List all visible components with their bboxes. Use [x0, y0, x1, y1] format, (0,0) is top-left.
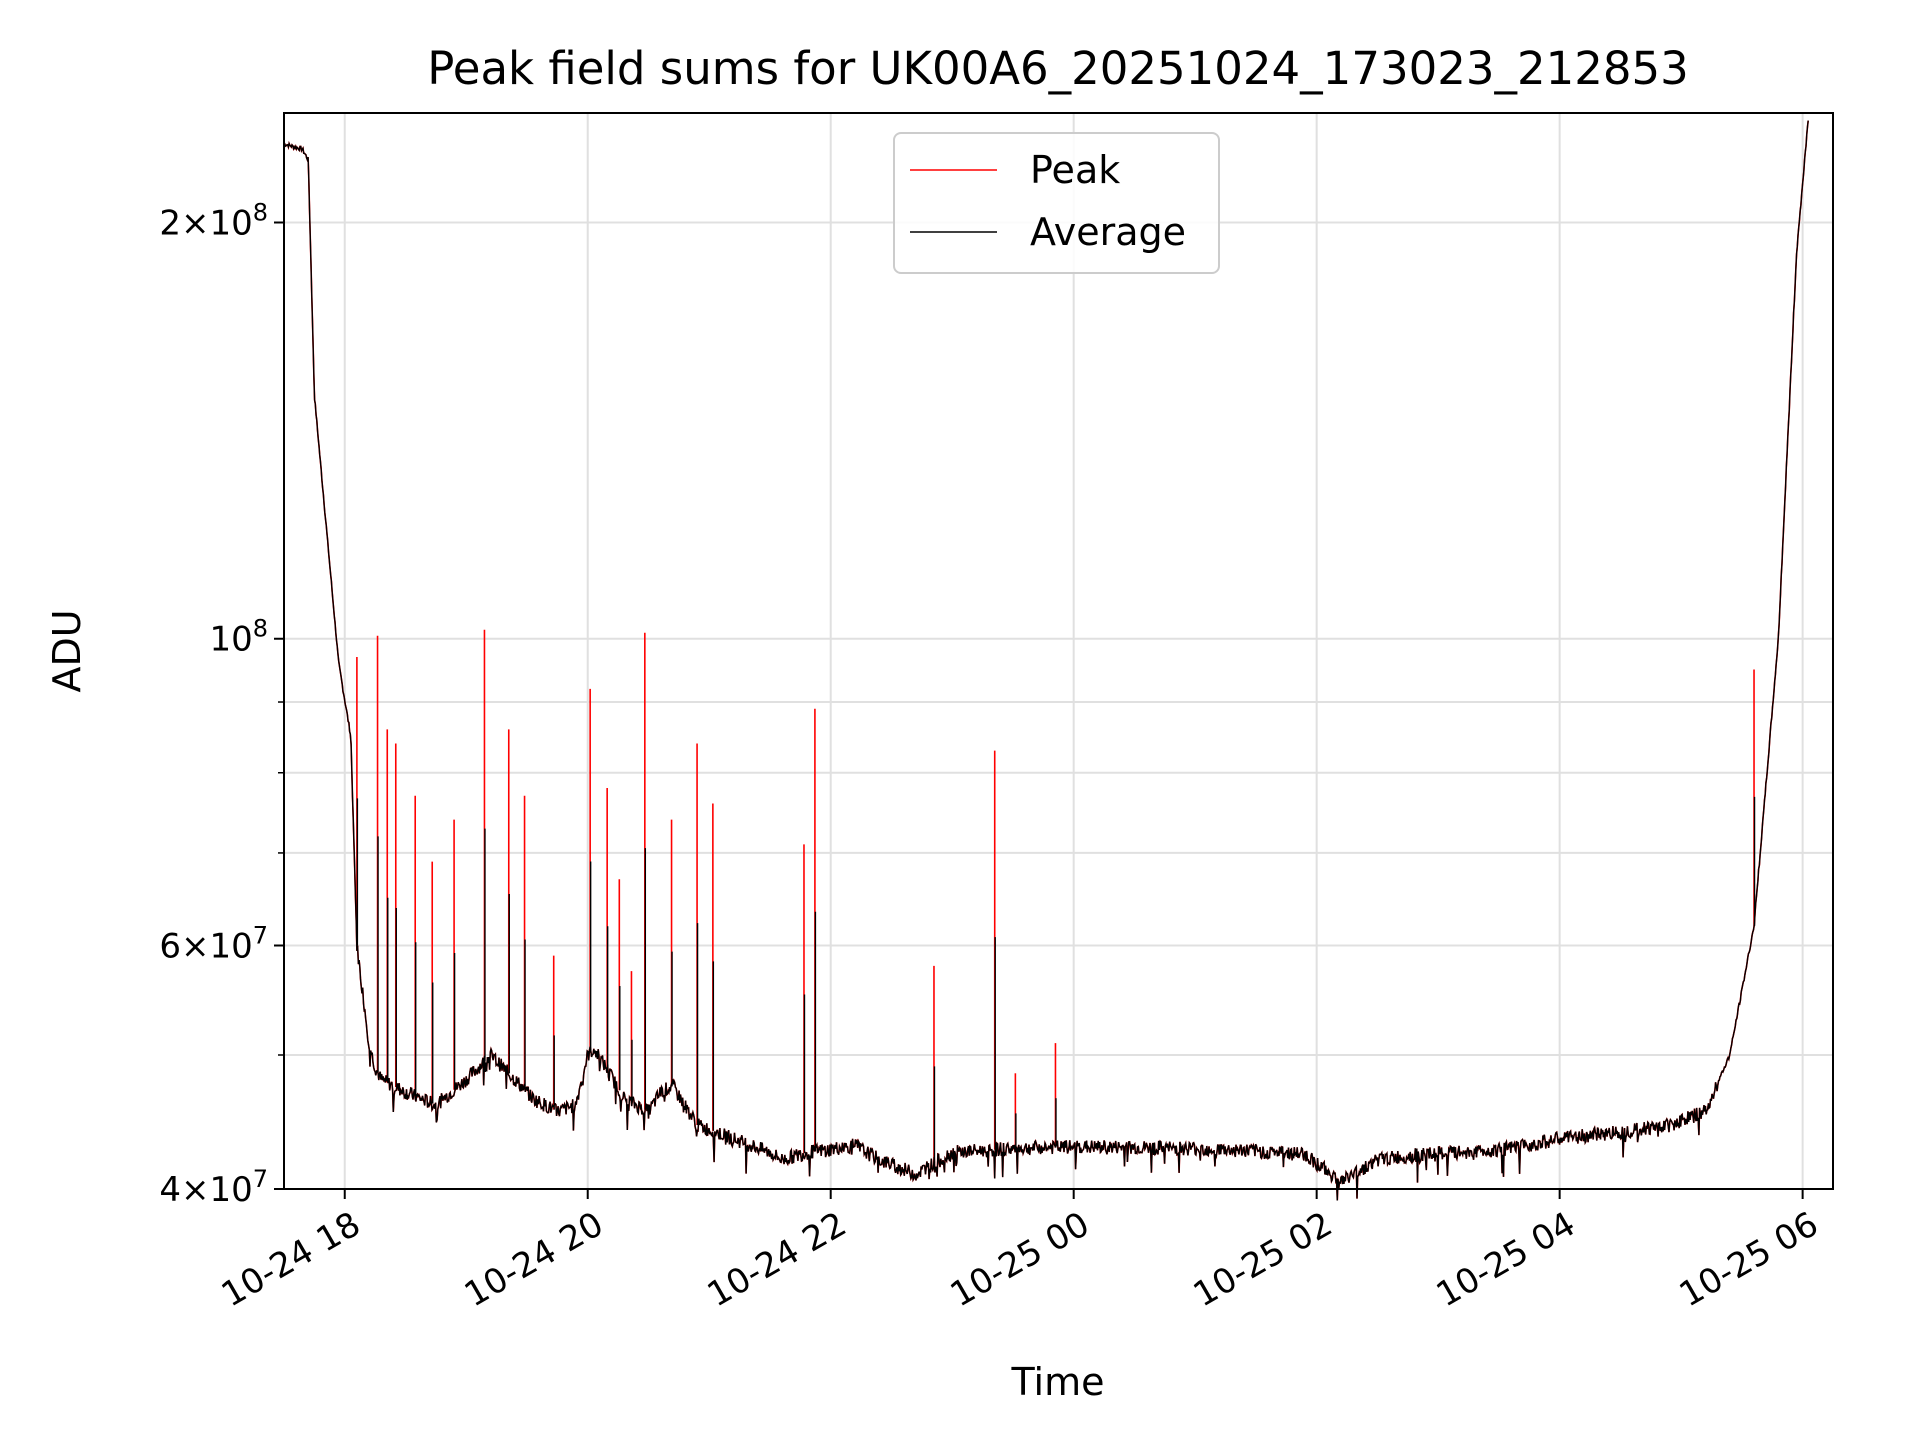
y-tick-label: 2×108	[159, 198, 268, 243]
legend: Peak Average	[893, 132, 1220, 274]
plot-frame	[283, 112, 1834, 1190]
peak-line	[283, 120, 1809, 1201]
y-tick-label: 4×107	[159, 1165, 268, 1210]
x-tick-label: 10-25 02	[1187, 1204, 1339, 1315]
x-tick-label: 10-25 06	[1673, 1204, 1825, 1315]
series-layer	[283, 120, 1809, 1201]
legend-average-label: Average	[1030, 210, 1186, 254]
x-tick-label: 10-25 00	[944, 1204, 1096, 1315]
chart-title: Peak field sums for UK00A6_20251024_1730…	[427, 42, 1689, 95]
tick-layer: 10-24 18 10-24 20 10-24 22 10-25 00 10-25 02…	[159, 198, 1825, 1315]
x-tick-label: 10-24 18	[215, 1204, 367, 1315]
grid-layer	[284, 113, 1833, 1189]
y-tick-label: 108	[209, 615, 268, 660]
x-tick-label: 10-24 22	[701, 1204, 853, 1315]
legend-box	[893, 132, 1220, 274]
legend-peak-label: Peak	[1030, 148, 1120, 192]
y-tick-label: 6×107	[159, 922, 268, 967]
x-tick-label: 10-25 04	[1430, 1204, 1582, 1315]
average-line	[283, 120, 1809, 1201]
y-axis-label: ADU	[45, 609, 89, 692]
x-tick-label: 10-24 20	[458, 1204, 610, 1315]
x-axis-label: Time	[1011, 1360, 1105, 1404]
